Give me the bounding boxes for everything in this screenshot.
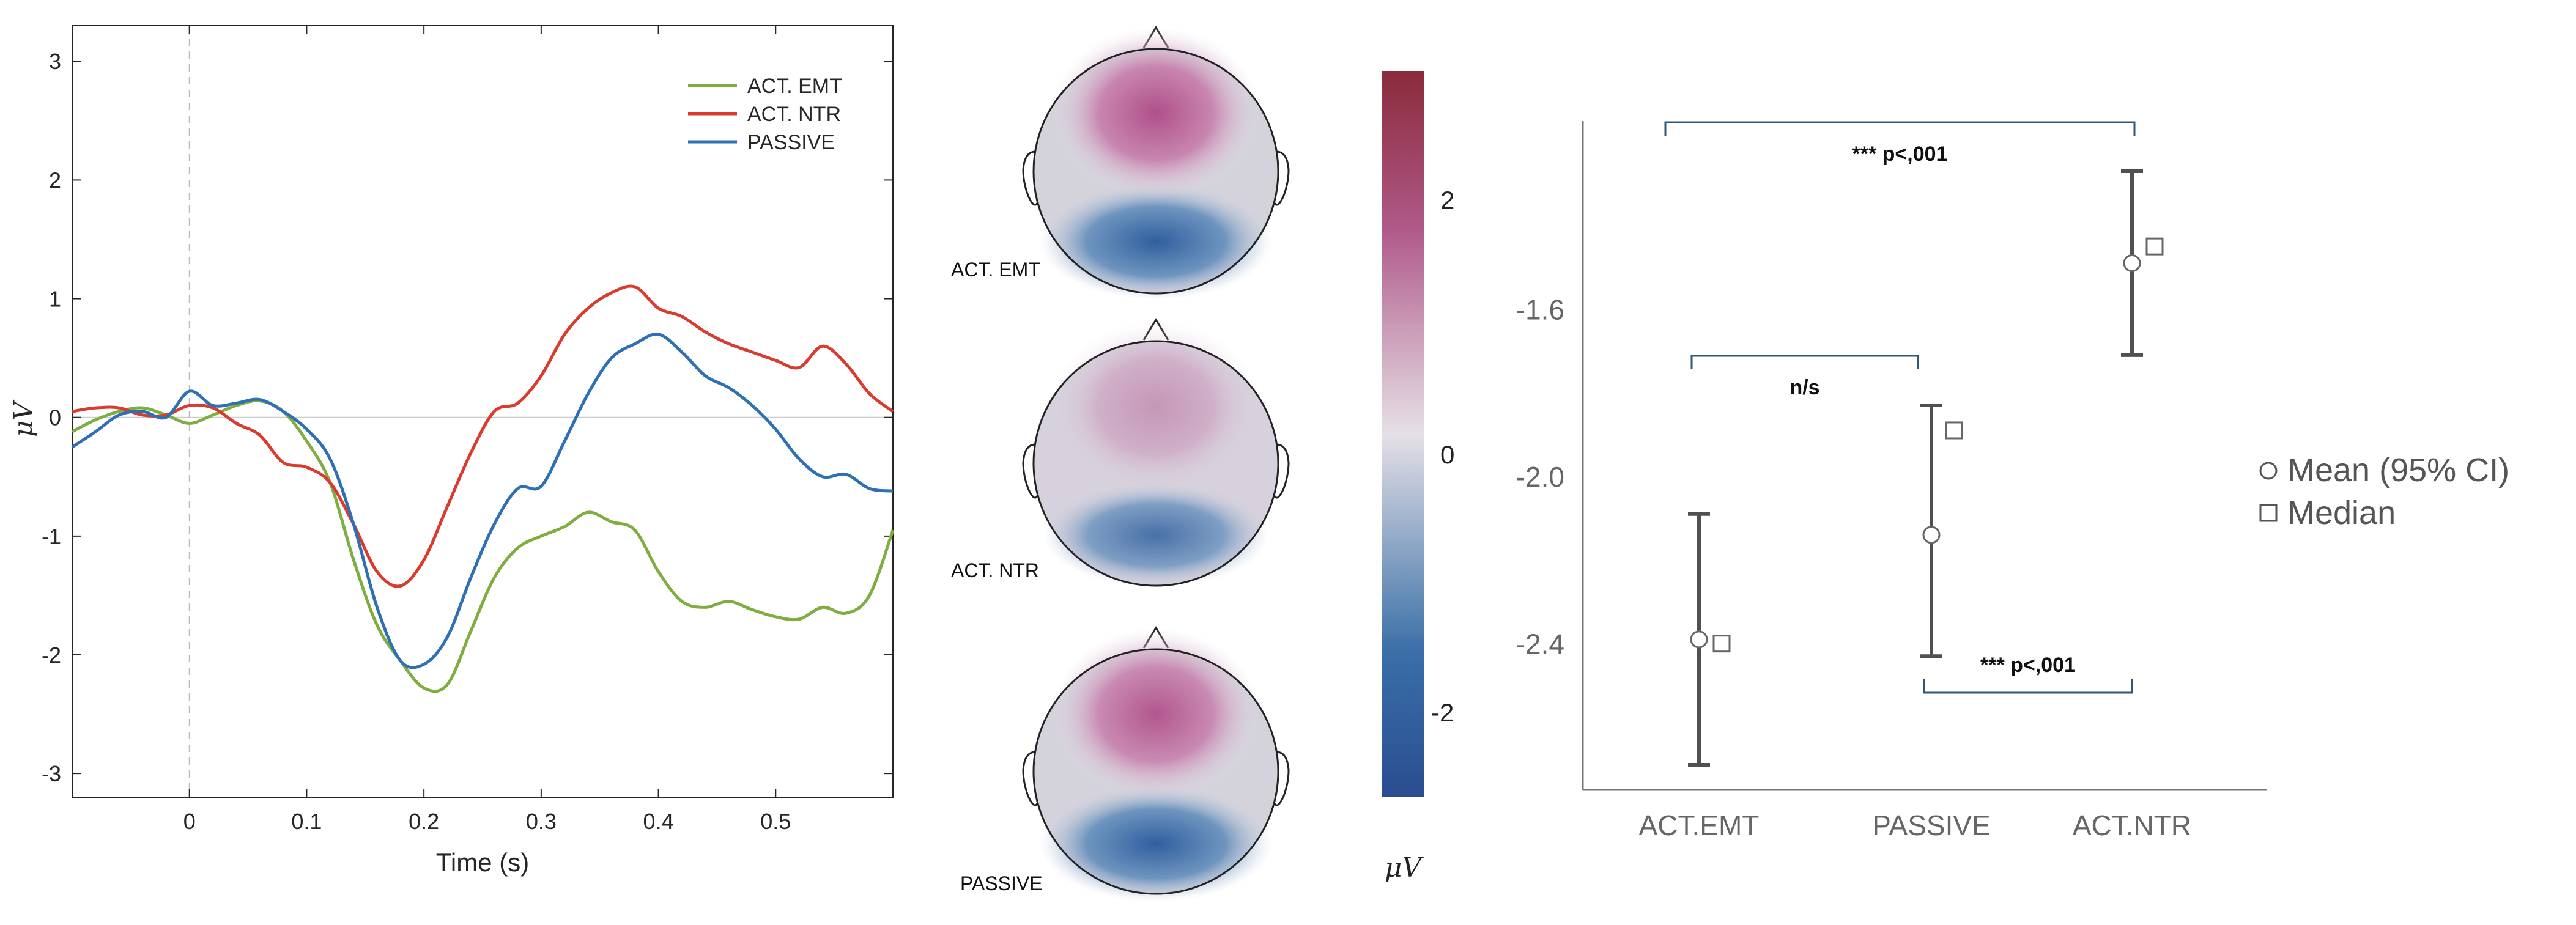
- legend-label-act-ntr: ACT. NTR: [747, 103, 841, 126]
- colorbar-tick-0: 0: [1440, 440, 1454, 469]
- significance-label: *** p<,001: [1852, 142, 1948, 166]
- colorbar-unit-label: μV: [1385, 852, 1424, 883]
- legend-label-median: Median: [2287, 495, 2396, 531]
- legend-label-passive: PASSIVE: [747, 131, 835, 154]
- significance-label: *** p<,001: [1980, 654, 2076, 677]
- topomap-passive: PASSIVE: [960, 626, 1290, 902]
- summary-chart: -2.4 -2.0 -1.6 ACT.EMT PASSIVE ACT.NTR *** p…: [1516, 121, 2509, 841]
- erp-x-tick-label: 0.1: [291, 809, 322, 834]
- colorbar-tick-neg2: -2: [1431, 698, 1454, 727]
- mean-marker: [2123, 254, 2141, 272]
- mean-marker: [1922, 526, 1941, 544]
- erp-line-passive: [71, 333, 894, 669]
- erp-y-tick-label: -2: [42, 643, 61, 668]
- summary-legend: Mean (95% CI) Median: [2259, 452, 2509, 531]
- summary-x-tick-label: ACT.NTR: [2073, 809, 2191, 841]
- scalp-blue-region-act-ntr: [1043, 483, 1269, 587]
- erp-y-tick-label: -1: [42, 524, 61, 549]
- topomap-label-act-ntr: ACT. NTR: [951, 559, 1039, 581]
- topomap-act-emt: ACT. EMT: [951, 26, 1290, 300]
- erp-y-tick-label: -3: [42, 761, 61, 786]
- legend-marker-mean: [2259, 462, 2278, 480]
- erp-y-tick-label: 0: [49, 405, 61, 430]
- erp-x-axis-label: Time (s): [436, 848, 529, 877]
- scalp-pink-region-passive: [1052, 628, 1260, 800]
- erp-line-act-emt: [71, 399, 895, 693]
- colorbar: [1382, 71, 1424, 797]
- erp-line-act-ntr: [72, 284, 894, 588]
- scalp-outline-act-ntr: [1032, 340, 1279, 587]
- topomap-label-passive: PASSIVE: [960, 872, 1043, 894]
- significance-bracket: [1690, 355, 1919, 369]
- legend-marker-median: [2259, 504, 2278, 522]
- topomap-act-ntr: ACT. NTR: [951, 318, 1290, 587]
- erp-y-tick-label: 1: [49, 287, 61, 312]
- erp-legend: ACT. EMT ACT. NTR PASSIVE: [688, 75, 842, 154]
- erp-x-tick-label: 0.4: [643, 809, 674, 834]
- erp-x-tick-label: 0.5: [760, 809, 791, 834]
- erp-series: [71, 284, 895, 693]
- summary-y-tick-label: -2.0: [1516, 461, 1564, 493]
- erp-x-ticks: 0 0.1 0.2 0.3 0.4 0.5: [183, 26, 791, 834]
- scalp-outline-act-emt: [1032, 48, 1279, 295]
- summary-y-tick-label: -2.4: [1516, 628, 1564, 660]
- mean-marker: [1690, 630, 1708, 649]
- topo-maps: ACT. EMT ACT. NTR PASSIVE: [951, 26, 1454, 902]
- summary-significance-brackets: *** p<,001 n/s *** p<,001: [1664, 121, 2136, 694]
- erp-x-tick-label: 0.3: [526, 809, 557, 834]
- legend-label-mean: Mean (95% CI): [2287, 452, 2509, 488]
- significance-bracket: [1664, 121, 2136, 136]
- erp-y-ticks: -3 -2 -1 0 1 2 3: [42, 49, 893, 786]
- median-marker: [1945, 421, 1963, 440]
- erp-chart: -3 -2 -1 0 1 2 3 0 0.1 0.2 0.3 0.4 0.5 ACT. EMT ACT…: [8, 25, 895, 877]
- median-marker: [1712, 635, 1731, 653]
- median-marker: [2145, 237, 2164, 256]
- scalp-pink-region-act-emt: [1052, 28, 1260, 199]
- significance-label: n/s: [1790, 376, 1819, 399]
- summary-x-tick-label: PASSIVE: [1872, 809, 1990, 841]
- erp-y-tick-label: 3: [49, 49, 61, 74]
- summary-y-ticks: -2.4 -2.0 -1.6: [1516, 294, 1564, 660]
- erp-y-tick-label: 2: [49, 168, 61, 193]
- legend-label-act-emt: ACT. EMT: [747, 75, 842, 98]
- erp-x-tick-label: 0.2: [409, 809, 439, 834]
- summary-x-tick-label: ACT.EMT: [1639, 809, 1760, 841]
- summary-points: [1688, 169, 2164, 767]
- scalp-outline-passive: [1032, 648, 1279, 895]
- colorbar-tick-2: 2: [1440, 186, 1454, 215]
- erp-y-axis-label: μV: [8, 400, 38, 437]
- summary-x-ticks: ACT.EMT PASSIVE ACT.NTR: [1639, 809, 2192, 841]
- erp-plot-frame: [72, 25, 894, 798]
- scalp-pink-region-act-ntr: [1052, 321, 1260, 492]
- summary-y-tick-label: -1.6: [1516, 294, 1564, 326]
- scalp-blue-region-act-emt: [1040, 183, 1272, 300]
- significance-bracket: [1923, 679, 2133, 694]
- topomap-label-act-emt: ACT. EMT: [951, 259, 1040, 281]
- erp-x-tick-label: 0: [183, 809, 196, 834]
- scalp-blue-region-passive: [1040, 786, 1272, 902]
